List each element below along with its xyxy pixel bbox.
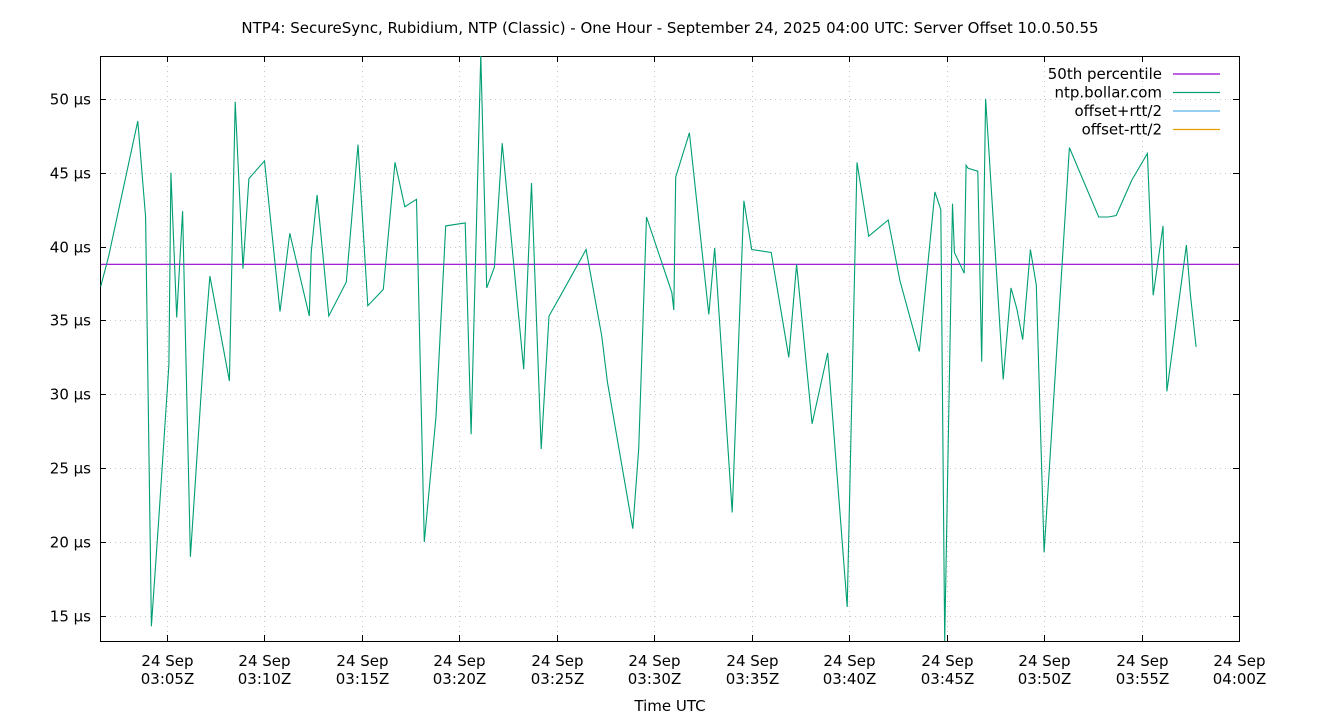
y-tick-label: 35 µs: [50, 312, 91, 330]
series-line-ntp-bollar-com: [100, 56, 1197, 641]
axes: 15 µs 20 µs 25 µs 30 µs 35 µs 40 µs 45 µs 50 µs…: [50, 56, 1266, 688]
x-tick-label-time: 03:55Z: [1116, 670, 1170, 688]
x-tick-label-date: 24 Sep: [531, 652, 583, 670]
x-tick-label-date: 24 Sep: [433, 652, 485, 670]
y-tick-label: 50 µs: [50, 91, 91, 109]
plot-border: [100, 56, 1240, 642]
y-tick-label: 20 µs: [50, 534, 91, 552]
x-tick-label-time: 03:50Z: [1018, 670, 1072, 688]
x-tick-label-time: 03:05Z: [141, 670, 195, 688]
x-tick-label-date: 24 Sep: [336, 652, 388, 670]
x-tick-label-date: 24 Sep: [1116, 652, 1168, 670]
series-layer: [100, 56, 1239, 641]
x-tick-label-time: 04:00Z: [1213, 670, 1267, 688]
x-tick-label-date: 24 Sep: [823, 652, 875, 670]
x-tick-label-date: 24 Sep: [726, 652, 778, 670]
x-axis-title: Time UTC: [634, 697, 706, 715]
x-tick-label-date: 24 Sep: [141, 652, 193, 670]
x-tick-label-time: 03:45Z: [921, 670, 975, 688]
legend: 50th percentilentp.bollar.comoffset+rtt/…: [1048, 65, 1220, 139]
x-tick-label-time: 03:30Z: [628, 670, 682, 688]
legend-label: 50th percentile: [1048, 65, 1162, 83]
legend-label: ntp.bollar.com: [1055, 84, 1163, 102]
grid-lines: [100, 56, 1240, 641]
y-tick-label: 45 µs: [50, 165, 91, 183]
x-tick-label-date: 24 Sep: [1018, 652, 1070, 670]
x-tick-label-time: 03:20Z: [433, 670, 487, 688]
x-tick-label-date: 24 Sep: [238, 652, 290, 670]
y-tick-label: 30 µs: [50, 386, 91, 404]
x-tick-label-date: 24 Sep: [921, 652, 973, 670]
x-tick-label-time: 03:40Z: [823, 670, 877, 688]
y-tick-label: 25 µs: [50, 460, 91, 478]
x-tick-label-date: 24 Sep: [1213, 652, 1265, 670]
y-tick-label: 40 µs: [50, 239, 91, 257]
x-tick-label-time: 03:10Z: [238, 670, 292, 688]
x-tick-label-time: 03:35Z: [726, 670, 780, 688]
legend-label: offset+rtt/2: [1074, 102, 1162, 120]
chart-title: NTP4: SecureSync, Rubidium, NTP (Classic…: [241, 19, 1099, 37]
x-tick-label-time: 03:15Z: [336, 670, 390, 688]
legend-label: offset-rtt/2: [1082, 121, 1162, 139]
x-tick-label-date: 24 Sep: [628, 652, 680, 670]
y-tick-label: 15 µs: [50, 608, 91, 626]
x-tick-label-time: 03:25Z: [531, 670, 585, 688]
